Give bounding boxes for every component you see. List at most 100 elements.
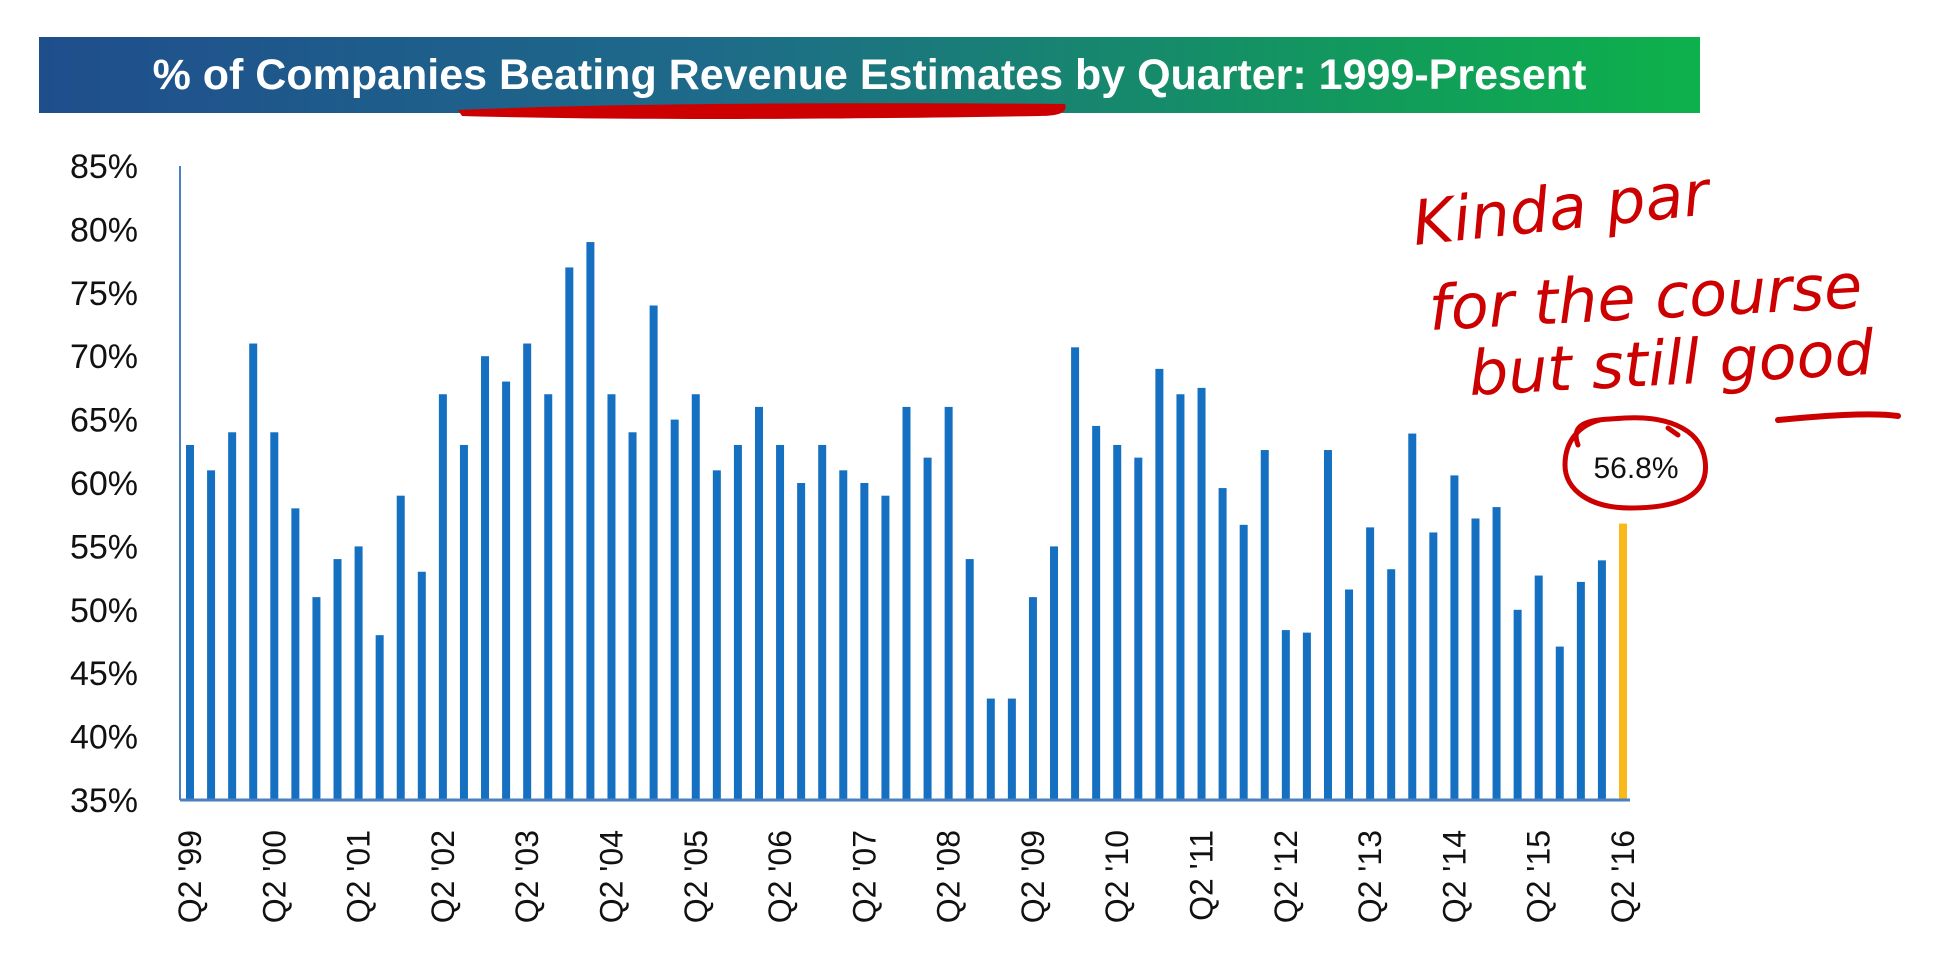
bar [902,406,911,800]
bar [1492,507,1501,800]
bar [565,267,574,800]
bar [1260,450,1269,800]
handwritten-note-line-1: Kinda par [1409,156,1716,260]
bar [270,432,279,800]
bar [1408,433,1417,800]
x-tick-label: Q2 '09 [1015,830,1051,923]
bar [1092,425,1101,800]
bar [333,559,342,800]
bar [1113,444,1122,800]
bar [628,432,637,800]
bar [544,394,553,800]
bar [818,444,827,800]
bar [396,495,405,800]
callout-value: 56.8% [1593,452,1678,485]
y-tick-label: 40% [70,719,138,757]
bar [986,698,995,800]
bar [417,571,426,800]
bar [354,546,363,800]
y-tick-label: 70% [70,338,138,376]
bar [754,406,763,800]
bar [1218,488,1227,800]
bar [312,597,321,800]
x-tick-label: Q2 '05 [678,830,714,923]
x-tick-label: Q2 '03 [509,830,545,923]
x-tick-label: Q2 '11 [1184,830,1220,921]
x-tick-label: Q2 '00 [256,830,292,923]
bar [1471,518,1480,800]
y-tick-label: 50% [70,592,138,630]
bar-highlight [1619,523,1627,800]
bars [186,242,1627,800]
callout-circle [1562,415,1709,511]
bar [797,483,806,800]
x-tick-label: Q2 '12 [1268,830,1304,923]
x-tick-label: Q2 '13 [1352,830,1388,923]
x-tick-label: Q2 '01 [341,830,377,923]
bar [1134,457,1143,800]
handwritten-note-underline [1775,411,1901,423]
bar [881,495,890,800]
x-tick-label: Q2 '16 [1605,830,1641,923]
bar [207,470,216,800]
y-tick-label: 85% [70,148,138,186]
y-tick-label: 65% [70,402,138,440]
bar [481,356,490,800]
bar [438,394,447,800]
x-tick-label: Q2 '15 [1521,830,1557,923]
bar [1239,524,1248,800]
y-tick-label: 60% [70,465,138,503]
x-tick-label: Q2 '02 [425,830,461,923]
bar [1323,450,1332,800]
bar [1071,347,1080,800]
bar [1155,368,1164,800]
x-tick-label: Q2 '07 [846,830,882,923]
bar [607,394,616,800]
bar [839,470,848,800]
bar [228,432,237,800]
x-tick-label: Q2 '10 [1099,830,1135,923]
bar [1387,569,1396,800]
x-tick-label: Q2 '14 [1436,830,1472,923]
bar [502,381,511,800]
bar [1555,646,1564,800]
bar [459,444,468,800]
bar [670,419,679,800]
y-axis-labels: 85% 80% 75% 70% 65% 60% 55% 50% 45% 40% 35% [70,148,138,820]
bar [923,457,932,800]
bar [291,508,300,800]
bar [712,470,721,800]
x-tick-label: Q2 '04 [593,830,629,923]
chart-title: % of Companies Beating Revenue Estimates… [39,37,1700,113]
bar [1576,581,1585,800]
bar [1597,560,1606,800]
bar [691,394,700,800]
y-tick-label: 35% [70,782,138,820]
bar [1450,475,1459,800]
x-tick-label: Q2 '08 [931,830,967,923]
x-axis-labels: Q2 '99 Q2 '00 Q2 '01 Q2 '02 Q2 '03 Q2 '04 Q2 '… [172,830,1641,923]
bar [249,343,258,800]
bar [1176,394,1185,800]
x-tick-label: Q2 '99 [172,830,208,923]
bar [523,343,532,800]
bar [776,444,785,800]
bar [1345,589,1354,800]
bar [1197,387,1206,800]
bar [860,483,869,800]
bar [186,444,194,800]
y-tick-label: 45% [70,655,138,693]
bar [1281,630,1290,800]
bar [649,305,658,800]
y-tick-label: 75% [70,275,138,313]
bar [1028,597,1037,800]
bar [1302,632,1311,800]
bar [375,635,384,800]
bar [1007,698,1016,800]
y-tick-label: 55% [70,528,138,566]
bar [965,559,974,800]
y-tick-label: 80% [70,211,138,249]
bar [586,242,595,800]
bar [1366,527,1375,800]
